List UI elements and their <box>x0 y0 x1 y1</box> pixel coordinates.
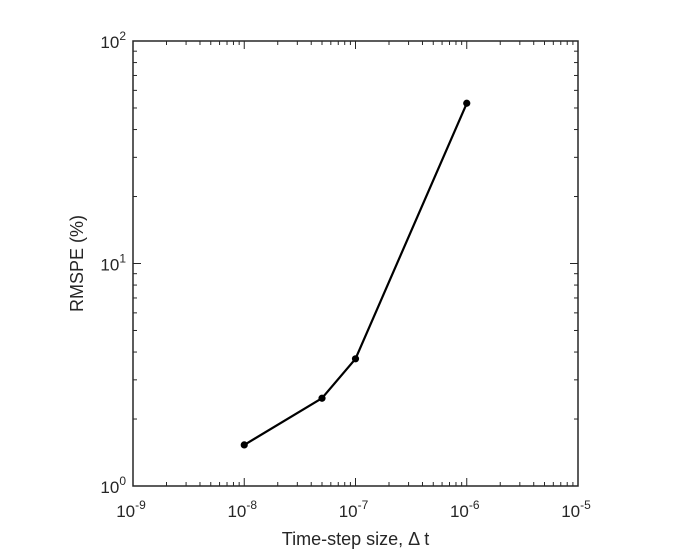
data-point <box>318 394 326 402</box>
x-tick-label: 10-5 <box>561 498 591 521</box>
y-tick-label: 102 <box>100 29 126 52</box>
data-point <box>240 441 248 449</box>
x-tick-label: 10-9 <box>116 498 146 521</box>
y-tick-labels: 100 101 102 <box>100 29 126 497</box>
y-tick-label: 101 <box>100 252 126 275</box>
x-tick-label: 10-6 <box>450 498 480 521</box>
series-layer <box>240 99 471 449</box>
x-tick-labels: 10-9 10-8 10-7 10-6 10-5 <box>116 498 591 521</box>
axes-box <box>132 40 579 487</box>
x-axis-label: Time-step size, Δ t <box>282 529 429 549</box>
data-point <box>351 355 360 363</box>
x-tick-label: 10-7 <box>339 498 369 521</box>
series-line <box>243 102 468 446</box>
y-tick-label: 100 <box>100 474 126 497</box>
y-axis-label: RMSPE (%) <box>67 215 87 312</box>
x-tick-label: 10-8 <box>227 498 257 521</box>
plot-area <box>133 41 578 486</box>
data-point <box>463 99 471 107</box>
